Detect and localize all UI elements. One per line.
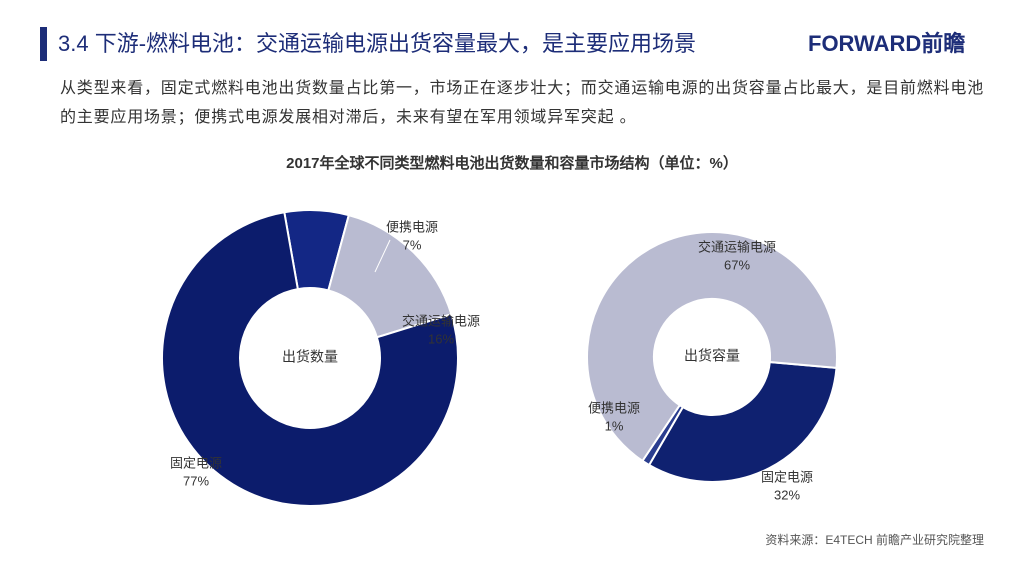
source: 资料来源：E4TECH 前瞻产业研究院整理 (765, 533, 984, 547)
leader-line (374, 239, 391, 273)
center-label: 出货容量 (684, 348, 740, 364)
value-label: 1% (605, 418, 624, 433)
chart-title: 2017年全球不同类型燃料电池出货数量和容量市场结构（单位：%） (286, 155, 738, 172)
value-label: 77% (183, 473, 209, 488)
slice-label: 便携电源 (386, 219, 438, 234)
value-label: 16% (428, 331, 454, 346)
slice-label: 便携电源 (588, 400, 640, 415)
description: 从类型来看，固定式燃料电池出货数量占比第一，市场正在逐步壮大；而交通运输电源的出… (60, 80, 985, 126)
header-bar (40, 27, 47, 61)
slice (586, 231, 838, 463)
center-label: 出货数量 (282, 349, 338, 365)
slice-label: 交通运输电源 (698, 239, 776, 254)
slice-label: 固定电源 (170, 455, 222, 470)
brand: FORWARD前瞻 (808, 31, 966, 56)
slice-label: 固定电源 (761, 469, 813, 484)
slice-label: 交通运输电源 (402, 313, 480, 328)
slice (647, 360, 838, 483)
value-label: 32% (774, 487, 800, 502)
value-label: 7% (403, 237, 422, 252)
slice (161, 211, 459, 507)
value-label: 67% (724, 257, 750, 272)
header-title: 3.4 下游-燃料电池：交通运输电源出货容量最大，是主要应用场景 (58, 31, 697, 56)
